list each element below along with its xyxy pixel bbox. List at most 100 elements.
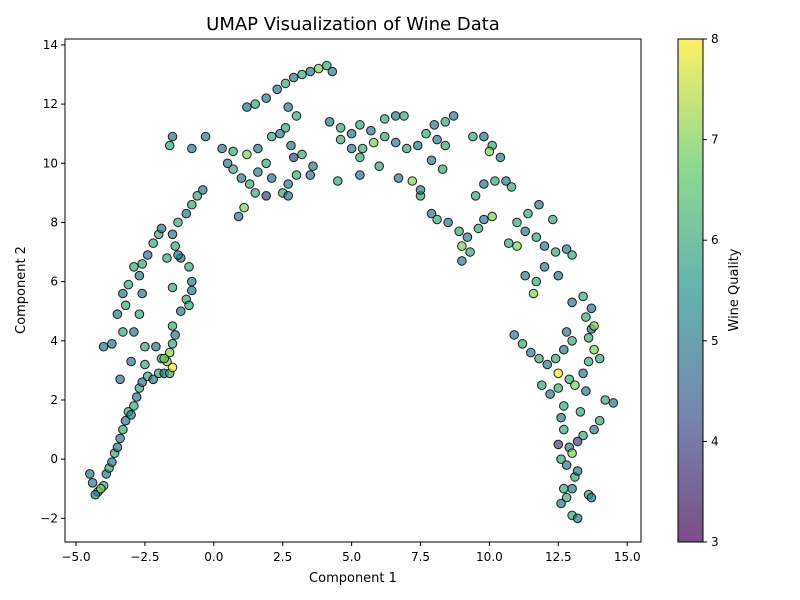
data-point [151, 341, 161, 352]
data-point [148, 374, 158, 385]
data-point [184, 262, 194, 272]
data-point [550, 353, 561, 364]
data-point [184, 300, 194, 311]
data-point [297, 69, 307, 80]
data-point [305, 66, 316, 77]
data-point [465, 247, 475, 257]
data-point [572, 513, 583, 524]
data-point [413, 140, 423, 151]
data-point [355, 152, 365, 163]
data-point [280, 123, 291, 133]
x-tick-label: 10.0 [476, 550, 503, 564]
data-point [556, 498, 566, 509]
y-tick-label: 8 [50, 215, 58, 229]
data-point [531, 276, 542, 287]
colorbar-tick-label: 6 [711, 233, 719, 247]
data-point [261, 158, 272, 169]
x-tick-label: 2.5 [273, 550, 292, 564]
data-point [217, 143, 227, 154]
data-point [468, 131, 478, 142]
data-point [473, 223, 484, 234]
data-point [187, 285, 197, 296]
data-point [586, 492, 597, 503]
data-point [528, 288, 539, 299]
data-point [142, 250, 153, 260]
data-point [578, 430, 588, 441]
data-point [421, 128, 431, 139]
data-point [506, 182, 517, 192]
data-point [167, 282, 178, 293]
data-point [534, 353, 544, 364]
y-tick-label: 14 [43, 38, 58, 52]
data-point [173, 250, 183, 260]
data-point [448, 111, 459, 121]
data-point [539, 241, 550, 251]
data-point [357, 143, 368, 154]
colorbar-tick-label: 3 [711, 535, 719, 549]
data-point [572, 466, 583, 476]
data-point [167, 339, 178, 349]
data-point [426, 155, 437, 166]
data-point [242, 149, 252, 160]
data-point [118, 288, 128, 299]
data-point [553, 270, 564, 281]
data-point [272, 84, 283, 95]
data-point [233, 211, 244, 222]
x-tick-label: 0.0 [204, 550, 223, 564]
y-axis: −2 0 2 4 6 8 10 12 14 [40, 38, 65, 525]
data-point [261, 93, 272, 103]
data-point [305, 170, 316, 180]
data-point [173, 217, 183, 228]
data-point [517, 339, 528, 349]
data-point [586, 303, 597, 314]
data-point [374, 161, 385, 171]
data-point [244, 179, 255, 189]
data-point [222, 158, 233, 169]
data-point [556, 412, 566, 423]
data-point [443, 217, 453, 228]
data-point [286, 140, 296, 151]
data-point [167, 131, 178, 142]
data-point [181, 208, 192, 219]
data-point [379, 114, 390, 124]
data-point [228, 146, 238, 157]
data-point [112, 309, 123, 320]
data-point [575, 407, 586, 417]
data-point [426, 208, 437, 219]
data-point [239, 202, 249, 213]
data-point [164, 347, 175, 358]
data-point [567, 448, 577, 459]
data-point [176, 306, 186, 317]
data-point [228, 164, 238, 174]
data-point [594, 353, 605, 364]
data-point [335, 123, 346, 133]
data-point [118, 424, 128, 435]
data-point [170, 241, 180, 251]
plot-area [85, 60, 619, 524]
colorbar-tick-label: 4 [711, 434, 719, 448]
data-point [567, 250, 577, 260]
data-point [561, 460, 572, 470]
colorbar-tick-label: 8 [711, 32, 719, 46]
data-point [156, 223, 167, 234]
x-axis: −5.0 −2.5 0.0 2.5 5.0 7.5 10.0 12.5 15.0 [61, 542, 641, 564]
data-point [355, 120, 365, 130]
chart-title: UMAP Visualization of Wine Data [206, 14, 500, 35]
data-point [187, 199, 197, 210]
data-point [134, 309, 145, 320]
data-point [266, 131, 277, 142]
data-point [581, 312, 591, 322]
data-point [346, 143, 357, 154]
data-point [561, 492, 572, 503]
data-point [96, 483, 106, 494]
data-point [520, 270, 531, 281]
data-point [523, 208, 533, 219]
data-point [393, 173, 404, 183]
x-tick-label: −2.5 [130, 550, 159, 564]
data-point [559, 424, 569, 435]
data-point [531, 232, 542, 242]
data-point [170, 330, 180, 340]
data-point [407, 176, 418, 186]
data-point [200, 131, 211, 142]
data-point [120, 415, 131, 426]
